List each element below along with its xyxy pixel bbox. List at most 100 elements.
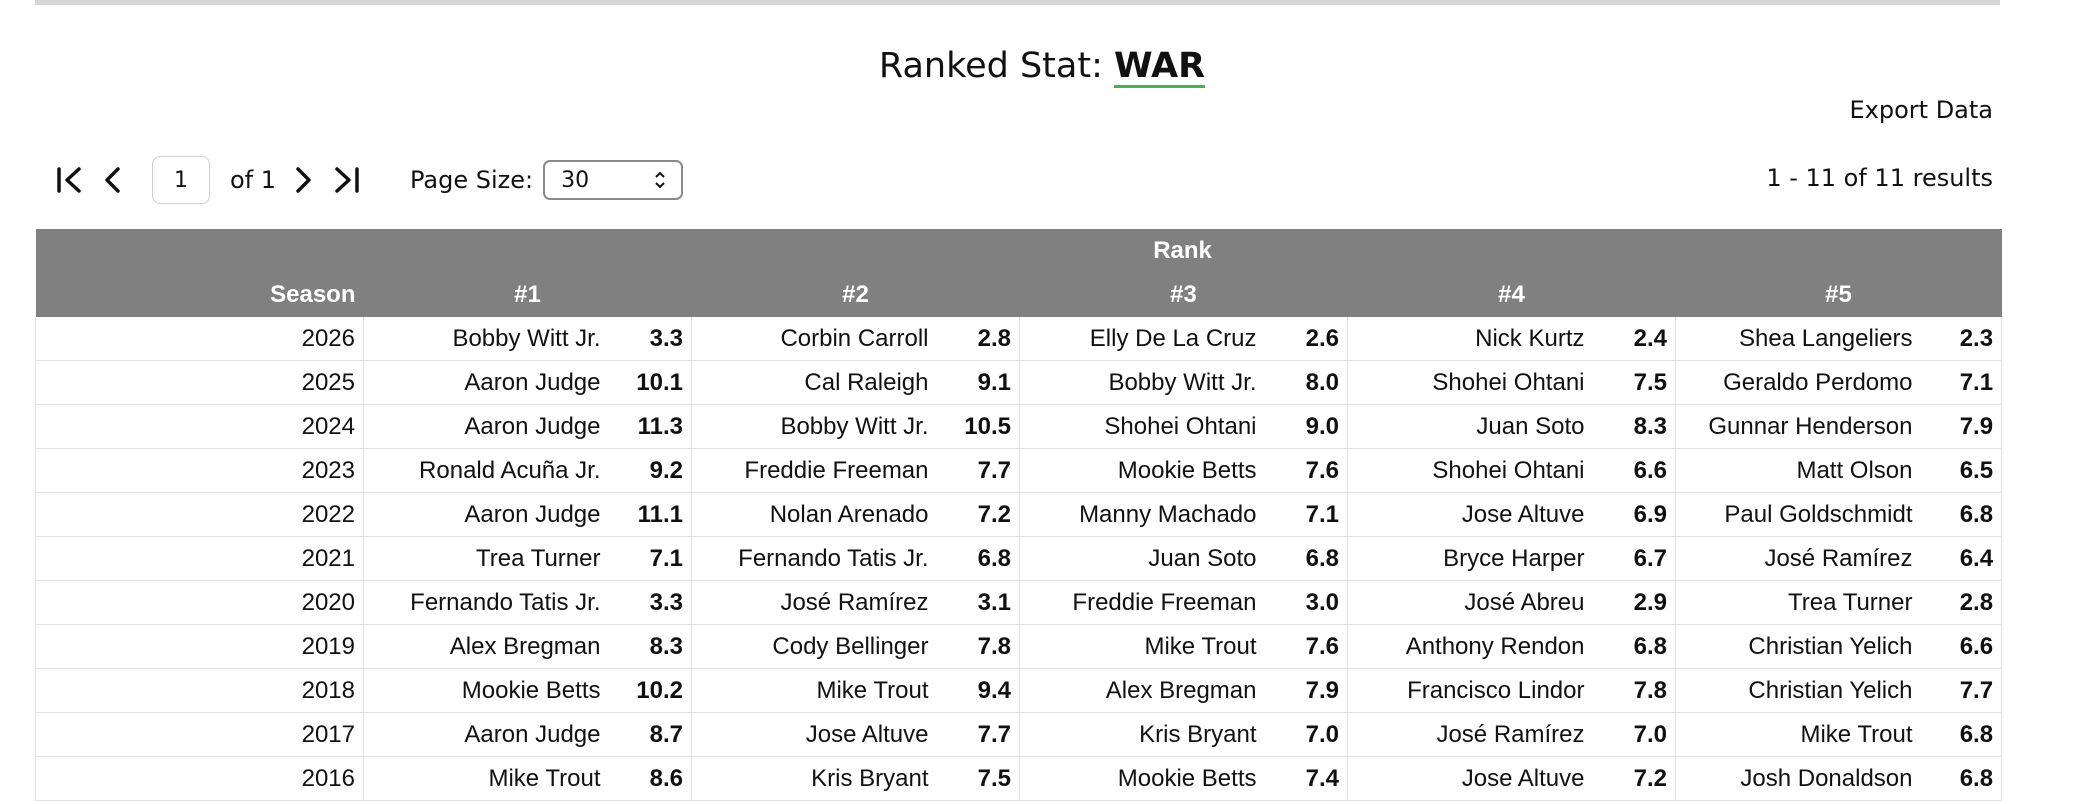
group-header-spacer <box>35 229 364 273</box>
player-name-cell[interactable]: José Ramírez <box>1347 712 1593 757</box>
player-name-cell[interactable]: Mike Trout <box>363 756 609 801</box>
player-name-cell[interactable]: Cal Raleigh <box>691 360 937 405</box>
page-size-label: Page Size: <box>410 166 534 194</box>
col-header-rank-5[interactable]: #5 <box>1675 273 2002 317</box>
player-name-cell[interactable]: Juan Soto <box>1347 404 1593 449</box>
player-name-cell[interactable]: Aaron Judge <box>363 360 609 405</box>
ranked-stat-link[interactable]: WAR <box>1114 46 1206 86</box>
player-name-cell[interactable]: Manny Machado <box>1019 492 1265 537</box>
season-cell: 2024 <box>35 404 364 449</box>
group-header-row: Rank <box>35 229 2002 273</box>
page-number-input[interactable] <box>152 156 210 204</box>
player-name-cell[interactable]: Mike Trout <box>691 668 937 713</box>
war-value-cell: 8.7 <box>608 712 692 757</box>
player-name-cell[interactable]: Bobby Witt Jr. <box>691 404 937 449</box>
col-header-rank-4[interactable]: #4 <box>1347 273 1676 317</box>
player-name-cell[interactable]: Fernando Tatis Jr. <box>691 536 937 581</box>
player-name-cell[interactable]: Anthony Rendon <box>1347 624 1593 669</box>
war-value-cell: 6.6 <box>1920 624 2003 669</box>
player-name-cell[interactable]: Aaron Judge <box>363 712 609 757</box>
player-name-cell[interactable]: Alex Bregman <box>1019 668 1265 713</box>
player-name-cell[interactable]: Shea Langeliers <box>1675 317 1921 361</box>
player-name-cell[interactable]: José Ramírez <box>691 580 937 625</box>
last-page-button[interactable] <box>324 154 366 206</box>
war-value-cell: 7.1 <box>1920 360 2003 405</box>
war-value-cell: 7.6 <box>1264 624 1348 669</box>
war-value-cell: 7.6 <box>1264 448 1348 493</box>
war-value-cell: 3.0 <box>1264 580 1348 625</box>
player-name-cell[interactable]: Aaron Judge <box>363 404 609 449</box>
player-name-cell[interactable]: Gunnar Henderson <box>1675 404 1921 449</box>
war-value-cell: 9.1 <box>936 360 1020 405</box>
season-cell: 2019 <box>35 624 364 669</box>
war-value-cell: 2.9 <box>1592 580 1676 625</box>
player-name-cell[interactable]: Shohei Ohtani <box>1347 360 1593 405</box>
war-value-cell: 6.7 <box>1592 536 1676 581</box>
col-header-rank-2[interactable]: #2 <box>691 273 1020 317</box>
war-value-cell: 7.7 <box>1920 668 2003 713</box>
next-page-button[interactable] <box>282 154 324 206</box>
player-name-cell[interactable]: Francisco Lindor <box>1347 668 1593 713</box>
player-name-cell[interactable]: Christian Yelich <box>1675 668 1921 713</box>
war-value-cell: 7.9 <box>1264 668 1348 713</box>
war-value-cell: 2.4 <box>1592 317 1676 361</box>
player-name-cell[interactable]: Corbin Carroll <box>691 317 937 361</box>
player-name-cell[interactable]: Juan Soto <box>1019 536 1265 581</box>
war-value-cell: 6.8 <box>1920 492 2003 537</box>
player-name-cell[interactable]: Paul Goldschmidt <box>1675 492 1921 537</box>
player-name-cell[interactable]: Cody Bellinger <box>691 624 937 669</box>
war-value-cell: 7.5 <box>936 756 1020 801</box>
player-name-cell[interactable]: Mookie Betts <box>1019 448 1265 493</box>
player-name-cell[interactable]: Bobby Witt Jr. <box>1019 360 1265 405</box>
player-name-cell[interactable]: Jose Altuve <box>1347 756 1593 801</box>
table-row: 2022 Aaron Judge 11.1 Nolan Arenado 7.2 Manny… <box>35 492 2003 537</box>
player-name-cell[interactable]: Aaron Judge <box>363 492 609 537</box>
player-name-cell[interactable]: Ronald Acuña Jr. <box>363 448 609 493</box>
player-name-cell[interactable]: Kris Bryant <box>691 756 937 801</box>
export-data-link[interactable]: Export Data <box>1849 96 1994 124</box>
player-name-cell[interactable]: Josh Donaldson <box>1675 756 1921 801</box>
first-page-button[interactable] <box>50 154 92 206</box>
player-name-cell[interactable]: Jose Altuve <box>691 712 937 757</box>
player-name-cell[interactable]: Matt Olson <box>1675 448 1921 493</box>
war-value-cell: 7.0 <box>1264 712 1348 757</box>
player-name-cell[interactable]: Christian Yelich <box>1675 624 1921 669</box>
player-name-cell[interactable]: Trea Turner <box>1675 580 1921 625</box>
player-name-cell[interactable]: Shohei Ohtani <box>1019 404 1265 449</box>
page-size-select[interactable]: 30 <box>543 160 684 200</box>
player-name-cell[interactable]: Shohei Ohtani <box>1347 448 1593 493</box>
col-header-rank-1[interactable]: #1 <box>363 273 692 317</box>
player-name-cell[interactable]: Trea Turner <box>363 536 609 581</box>
war-value-cell: 2.6 <box>1264 317 1348 361</box>
player-name-cell[interactable]: Mookie Betts <box>1019 756 1265 801</box>
prev-page-button[interactable] <box>92 154 134 206</box>
war-value-cell: 7.1 <box>608 536 692 581</box>
war-value-cell: 7.8 <box>936 624 1020 669</box>
player-name-cell[interactable]: Bobby Witt Jr. <box>363 317 609 361</box>
player-name-cell[interactable]: Alex Bregman <box>363 624 609 669</box>
war-value-cell: 10.2 <box>608 668 692 713</box>
table-row: 2017 Aaron Judge 8.7 Jose Altuve 7.7 Kris Bry… <box>35 712 2003 757</box>
player-name-cell[interactable]: Geraldo Perdomo <box>1675 360 1921 405</box>
player-name-cell[interactable]: Nolan Arenado <box>691 492 937 537</box>
player-name-cell[interactable]: Nick Kurtz <box>1347 317 1593 361</box>
player-name-cell[interactable]: Mike Trout <box>1019 624 1265 669</box>
player-name-cell[interactable]: Mike Trout <box>1675 712 1921 757</box>
player-name-cell[interactable]: Bryce Harper <box>1347 536 1593 581</box>
player-name-cell[interactable]: Freddie Freeman <box>1019 580 1265 625</box>
war-value-cell: 7.7 <box>936 712 1020 757</box>
table-row: 2016 Mike Trout 8.6 Kris Bryant 7.5 Mookie Be… <box>35 756 2003 801</box>
table-row: 2019 Alex Bregman 8.3 Cody Bellinger 7.8 Mike… <box>35 624 2003 669</box>
player-name-cell[interactable]: Kris Bryant <box>1019 712 1265 757</box>
player-name-cell[interactable]: Elly De La Cruz <box>1019 317 1265 361</box>
player-name-cell[interactable]: Mookie Betts <box>363 668 609 713</box>
player-name-cell[interactable]: Fernando Tatis Jr. <box>363 580 609 625</box>
col-header-season[interactable]: Season <box>35 273 364 317</box>
player-name-cell[interactable]: José Abreu <box>1347 580 1593 625</box>
player-name-cell[interactable]: Freddie Freeman <box>691 448 937 493</box>
table-row: 2024 Aaron Judge 11.3 Bobby Witt Jr. 10.5 Sho… <box>35 404 2003 449</box>
player-name-cell[interactable]: José Ramírez <box>1675 536 1921 581</box>
war-value-cell: 7.2 <box>936 492 1020 537</box>
col-header-rank-3[interactable]: #3 <box>1019 273 1348 317</box>
player-name-cell[interactable]: Jose Altuve <box>1347 492 1593 537</box>
